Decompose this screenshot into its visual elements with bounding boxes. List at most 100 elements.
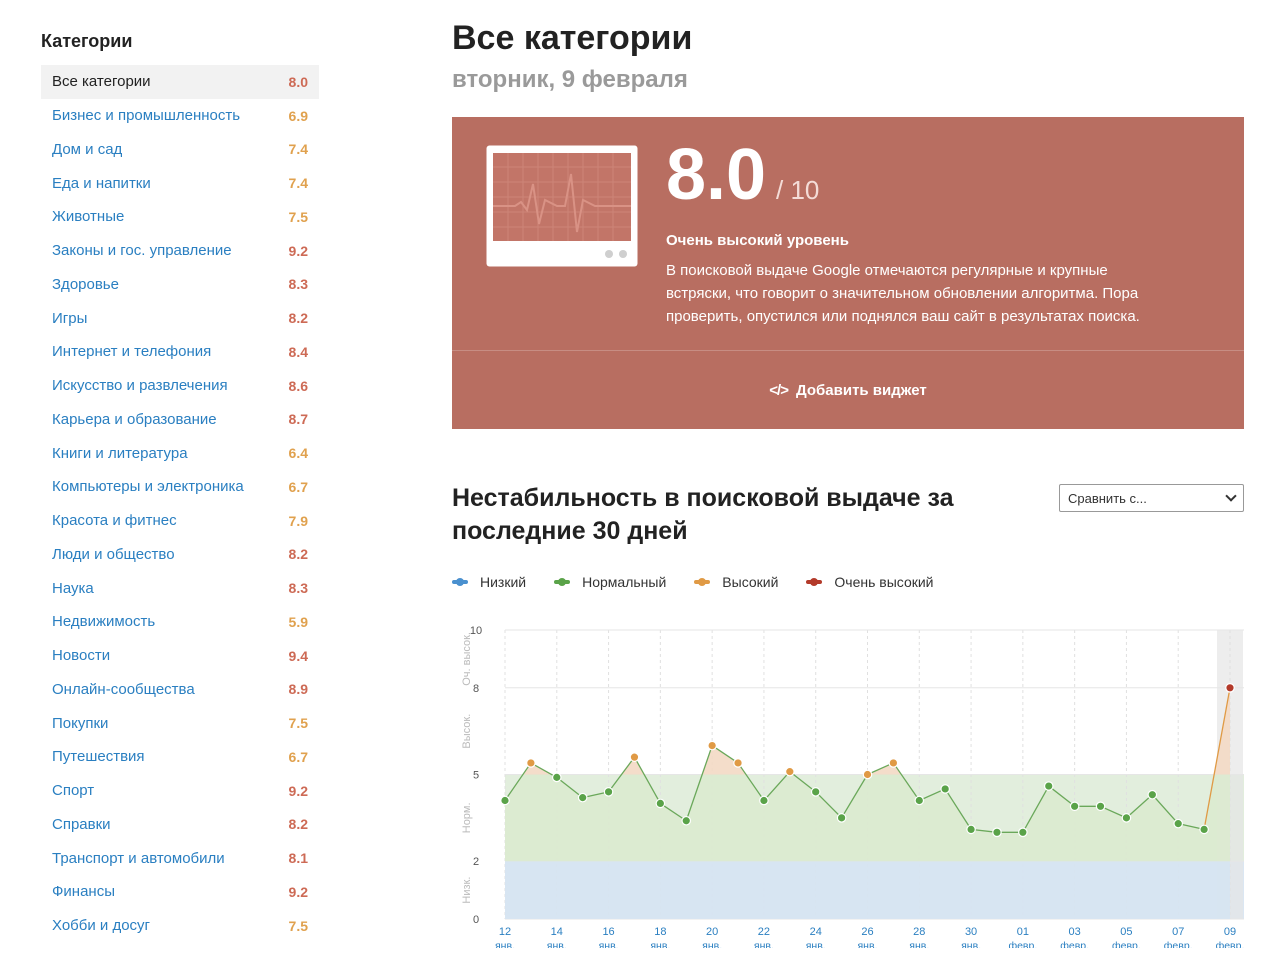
- legend-marker-icon: [452, 578, 468, 586]
- sidebar-item[interactable]: Законы и гос. управление 9.2: [41, 234, 319, 268]
- sidebar-item-label: Путешествия: [52, 748, 145, 766]
- chart-point: [681, 815, 692, 826]
- x-tick-month: янв.: [547, 940, 567, 948]
- sidebar-item[interactable]: Все категории 8.0: [41, 65, 319, 99]
- sidebar-item[interactable]: Путешествия 6.7: [41, 740, 319, 774]
- sidebar-item[interactable]: Животные 7.5: [41, 200, 319, 234]
- volatility-chart: 0 2 5 8 10 Низк. Норм. Высок. Оч. высок. 12 янв. 14…: [461, 625, 1244, 948]
- x-tick-day: 30: [965, 926, 977, 938]
- sidebar-item[interactable]: Игры 8.2: [41, 301, 319, 335]
- sidebar-item[interactable]: Новости 9.4: [41, 639, 319, 673]
- sidebar-item[interactable]: Покупки 7.5: [41, 706, 319, 740]
- add-widget-button[interactable]: </> Добавить виджет: [452, 351, 1244, 429]
- sidebar-item[interactable]: Спорт 9.2: [41, 774, 319, 808]
- sidebar-item-score: 7.4: [288, 141, 308, 158]
- sidebar-item-label: Покупки: [52, 714, 109, 732]
- sidebar-item[interactable]: Наука 8.3: [41, 571, 319, 605]
- sidebar-item-label: Наука: [52, 579, 94, 597]
- chart-line-segment: [1048, 785, 1076, 807]
- sidebar-item[interactable]: Транспорт и автомобили 8.1: [41, 841, 319, 875]
- chart-line-segment: [1022, 785, 1050, 833]
- category-sidebar: Категории Все категории 8.0 Бизнес и промы…: [41, 30, 319, 943]
- band-label: Оч. высок.: [461, 632, 473, 686]
- chart-point: [940, 784, 950, 794]
- x-tick-month: февр.: [1060, 940, 1089, 948]
- sidebar-item-score: 8.0: [288, 73, 308, 90]
- x-tick-month: янв.: [599, 940, 619, 948]
- sidebar-item-label: Транспорт и автомобили: [52, 849, 225, 867]
- x-tick-day: 07: [1172, 926, 1184, 938]
- x-tick-month: янв.: [806, 940, 826, 948]
- chart-line-segment: [789, 771, 817, 793]
- chart-line-segment: [815, 791, 843, 819]
- x-tick-month: янв.: [961, 940, 981, 948]
- sidebar-item-score: 8.3: [288, 276, 308, 293]
- chart-line-segment: [633, 756, 661, 804]
- sidebar-item-score: 8.3: [288, 580, 308, 597]
- sidebar-item-score: 7.9: [288, 512, 308, 529]
- legend-item[interactable]: Нормальный: [554, 574, 666, 590]
- y-tick-label: 0: [473, 914, 479, 926]
- chart-line-segment: [530, 762, 558, 778]
- sidebar-item-score: 6.7: [288, 748, 308, 765]
- legend-item[interactable]: Очень высокий: [806, 574, 934, 590]
- sidebar-item-score: 9.2: [288, 782, 308, 799]
- sidebar-item-score: 7.5: [288, 715, 308, 732]
- legend-marker-icon: [694, 578, 711, 586]
- sidebar-item-score: 5.9: [288, 613, 308, 630]
- chart-line-segment: [504, 762, 532, 801]
- sidebar-item-score: 8.6: [288, 377, 308, 394]
- chart-point: [500, 795, 510, 806]
- chart-point: [1225, 683, 1235, 693]
- sidebar-item[interactable]: Еда и напитки 7.4: [41, 166, 319, 200]
- sidebar-item[interactable]: Компьютеры и электроника 6.7: [41, 470, 319, 504]
- x-tick-day: 01: [1017, 926, 1029, 938]
- legend-marker-icon: [554, 578, 571, 586]
- compare-select[interactable]: Сравнить с...: [1059, 484, 1244, 512]
- level-description: В поисковой выдаче Google отмечаются рег…: [666, 262, 1140, 325]
- sidebar-item[interactable]: Справки 8.2: [41, 808, 319, 842]
- sidebar-item[interactable]: Онлайн-сообщества 8.9: [41, 673, 319, 707]
- chart-point: [862, 769, 873, 780]
- sidebar-item[interactable]: Здоровье 8.3: [41, 268, 319, 302]
- chart-section-title: Нестабильность в поисковой выдаче за пос…: [452, 484, 954, 545]
- sidebar-item-label: Бизнес и промышленность: [52, 107, 241, 125]
- sidebar-item[interactable]: Люди и общество 8.2: [41, 538, 319, 572]
- sidebar-title: Категории: [41, 31, 133, 51]
- chart-line-segment: [1125, 794, 1153, 819]
- chart-line-segment: [841, 774, 869, 819]
- sidebar-item[interactable]: Бизнес и промышленность 6.9: [41, 99, 319, 133]
- chart-point: [785, 766, 795, 777]
- chart-area: [505, 861, 1230, 919]
- legend-item[interactable]: Высокий: [694, 574, 778, 590]
- sidebar-item[interactable]: Интернет и телефония 8.4: [41, 335, 319, 369]
- x-tick-day: 09: [1224, 926, 1236, 938]
- sidebar-item[interactable]: Карьера и образование 8.7: [41, 403, 319, 437]
- x-tick-day: 22: [758, 926, 770, 938]
- sidebar-item-score: 8.9: [288, 681, 308, 698]
- chart-line-segment: [892, 762, 920, 801]
- sidebar-item[interactable]: Книги и литература 6.4: [41, 436, 319, 470]
- sidebar-item-label: Хобби и досуг: [52, 917, 151, 935]
- sidebar-item-label: Искусство и развлечения: [52, 377, 228, 395]
- x-tick-day: 14: [551, 926, 563, 938]
- band-label: Высок.: [461, 714, 473, 749]
- sidebar-item-label: Компьютеры и электроника: [52, 478, 244, 496]
- sidebar-item[interactable]: Красота и фитнес 7.9: [41, 504, 319, 538]
- legend-item[interactable]: Низкий: [452, 574, 526, 590]
- sidebar-item[interactable]: Недвижимость 5.9: [41, 605, 319, 639]
- chart-point: [810, 787, 821, 797]
- sidebar-item-label: Книги и литература: [52, 444, 188, 462]
- sidebar-item-score: 9.2: [288, 883, 308, 900]
- sidebar-item-label: Спорт: [52, 782, 95, 800]
- x-tick-day: 26: [861, 926, 873, 938]
- sidebar-item[interactable]: Искусство и развлечения 8.6: [41, 369, 319, 403]
- sidebar-item-label: Игры: [52, 309, 88, 327]
- sidebar-item[interactable]: Финансы 9.2: [41, 875, 319, 909]
- sidebar-item[interactable]: Хобби и досуг 7.5: [41, 909, 319, 943]
- x-tick-month: янв.: [650, 940, 670, 948]
- chart-point: [888, 758, 899, 768]
- chart-line-segment: [711, 745, 739, 764]
- sidebar-item[interactable]: Дом и сад 7.4: [41, 133, 319, 167]
- sidebar-item-label: Справки: [52, 815, 111, 833]
